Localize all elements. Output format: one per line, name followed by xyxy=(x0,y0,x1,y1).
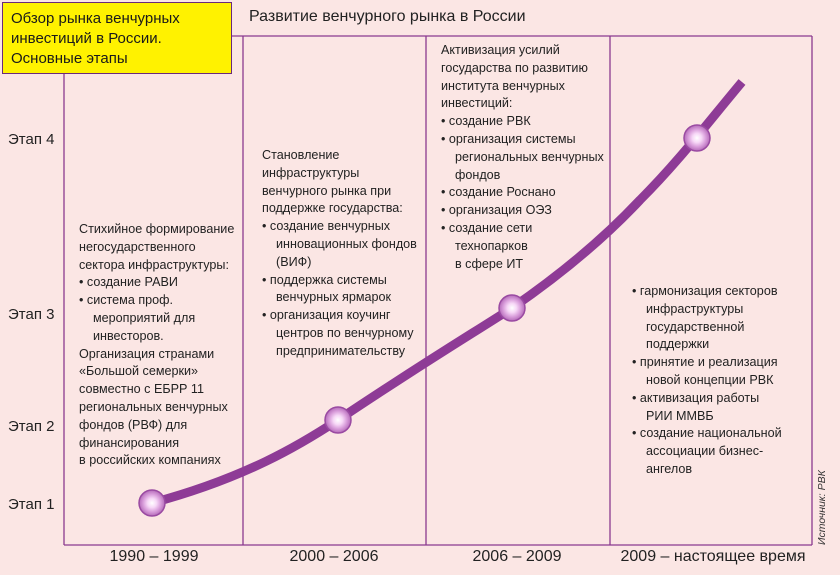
column-1-line: финансирования xyxy=(79,435,180,450)
stage-label-2: Этап 2 xyxy=(8,418,55,435)
period-label-1: 1990 – 1999 xyxy=(109,548,199,565)
column-text-3: Активизация усилий государства по развити… xyxy=(441,42,604,273)
column-1-line: в российских компаниях xyxy=(79,453,221,468)
column-3-line: в сфере ИТ xyxy=(441,256,524,271)
chart-title: Развитие венчурного рынка в России xyxy=(249,8,526,25)
period-label-3: 2006 – 2009 xyxy=(472,548,562,565)
column-2-line: поддержке государства: xyxy=(262,201,403,216)
column-2-line: предпринимательству xyxy=(262,343,406,358)
column-1-line: фондов (РВФ) для xyxy=(79,417,188,432)
stage-label-3: Этап 3 xyxy=(8,306,55,323)
column-1-line: Организация странами xyxy=(79,346,215,361)
column-3-line: • организация системы xyxy=(441,131,576,146)
column-text-2: Становление инфраструктуры венчурного рынк… xyxy=(262,147,417,361)
column-4-line: инфраструктуры xyxy=(632,301,744,316)
column-1-line: «Большой семерки» xyxy=(79,364,199,379)
column-3-line: региональных венчурных xyxy=(441,149,604,164)
title-line-1: Обзор рынка венчурных xyxy=(11,10,180,27)
column-4-line: • принятие и реализация xyxy=(632,355,778,370)
title-line-3: Основные этапы xyxy=(11,50,128,67)
column-2-line: венчурных ярмарок xyxy=(262,290,392,305)
column-3-line: • организация ОЭЗ xyxy=(441,203,552,218)
column-2-line: инфраструктуры xyxy=(262,165,360,180)
column-text-4: • гармонизация секторов инфраструктуры г… xyxy=(632,283,782,479)
column-1-line: сектора инфраструктуры: xyxy=(79,257,229,272)
column-3-line: • создание Роснано xyxy=(441,185,556,200)
column-4-line: новой концепции РВК xyxy=(632,372,774,387)
column-3-line: фондов xyxy=(441,167,501,182)
overview-title-box: Обзор рынка венчурных инвестиций в Росси… xyxy=(2,2,232,74)
column-1-line: мероприятий для xyxy=(79,310,196,325)
column-2-line: центров по венчурному xyxy=(262,325,414,340)
source-note: Источник: РВК xyxy=(816,470,828,545)
column-2-line: инновационных фондов xyxy=(262,236,417,251)
column-3-line: института венчурных xyxy=(441,78,565,93)
title-line-2: инвестиций в России. xyxy=(11,30,162,47)
stage-label-4: Этап 4 xyxy=(8,131,55,148)
stage-label-1: Этап 1 xyxy=(8,496,55,513)
column-4-line: государственной xyxy=(632,319,745,334)
column-1-line: региональных венчурных xyxy=(79,399,228,414)
column-3-line: • создание сети xyxy=(441,220,533,235)
column-2-line: (ВИФ) xyxy=(262,254,312,269)
column-2-line: • организация коучинг xyxy=(262,308,391,323)
column-3-line: государства по развитию xyxy=(441,60,588,75)
column-1-line: совместно с ЕБРР 11 xyxy=(79,382,205,397)
column-3-line: технопарков xyxy=(441,238,528,253)
period-label-2: 2000 – 2006 xyxy=(289,548,379,565)
column-1-line: негосударственного xyxy=(79,239,196,254)
column-3-line: Активизация усилий xyxy=(441,43,560,57)
stage-node-3 xyxy=(498,294,526,322)
column-2-line: Становление xyxy=(262,148,340,162)
column-4-line: • гармонизация секторов xyxy=(632,284,778,298)
column-3-line: • создание РВК xyxy=(441,114,531,129)
column-4-line: ассоциации бизнес- xyxy=(632,444,764,459)
stage-node-4 xyxy=(683,124,711,152)
column-1-line: • система проф. xyxy=(79,293,174,308)
column-3-line: инвестиций: xyxy=(441,96,513,111)
column-4-line: ангелов xyxy=(632,461,693,476)
stage-node-1 xyxy=(138,489,166,517)
stage-node-2 xyxy=(324,406,352,434)
column-1-line: Стихийное формирование xyxy=(79,222,235,236)
column-4-line: РИИ ММВБ xyxy=(632,408,714,423)
column-2-line: • поддержка системы xyxy=(262,272,387,287)
column-4-line: • активизация работы xyxy=(632,390,760,405)
column-4-line: поддержки xyxy=(632,337,710,352)
column-2-line: • создание венчурных xyxy=(262,219,391,234)
period-label-4: 2009 – настоящее время xyxy=(620,548,806,565)
column-4-line: • создание национальной xyxy=(632,426,782,441)
column-2-line: венчурного рынка при xyxy=(262,183,392,198)
column-1-line: инвесторов. xyxy=(79,328,164,343)
column-1-line: • создание РАВИ xyxy=(79,275,178,290)
column-text-1: Стихийное формирование негосударственного… xyxy=(79,221,234,470)
